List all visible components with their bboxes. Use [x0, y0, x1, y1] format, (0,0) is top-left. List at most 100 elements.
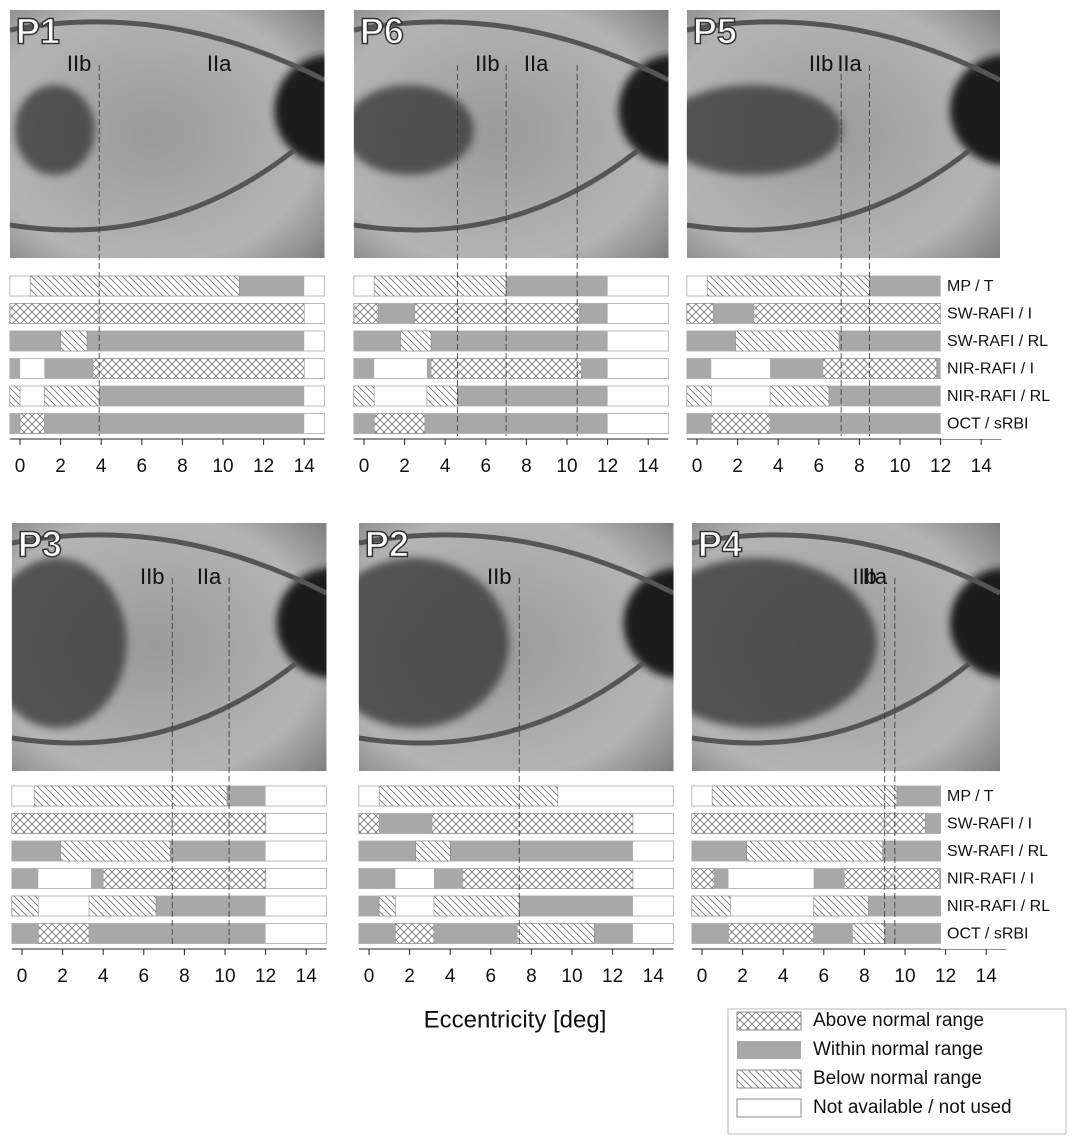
x-tick-label: 8 [854, 456, 865, 477]
lesion [319, 558, 509, 728]
segment-within [883, 841, 946, 861]
row-label-bg [941, 784, 1075, 949]
row-label: SW-RAFI / RL [947, 843, 1048, 860]
segment-below [434, 896, 519, 916]
x-tick-label: 12 [253, 456, 274, 477]
segment-below [12, 896, 38, 916]
x-tick-label: 0 [359, 456, 370, 477]
segment-within [99, 386, 304, 406]
panel-title: P5 [693, 11, 737, 52]
segment-above [12, 814, 266, 834]
segment-below [692, 896, 731, 916]
segment-below [44, 386, 99, 406]
segment-within [10, 414, 20, 434]
segment-within [581, 359, 607, 379]
x-tick-label: 4 [445, 966, 456, 987]
segment-below [379, 896, 395, 916]
x-tick-label: 8 [526, 966, 537, 987]
segment-within [359, 869, 396, 889]
x-tick-label: 8 [177, 456, 188, 477]
x-tick-label: 4 [440, 456, 451, 477]
segment-within [770, 414, 941, 434]
x-tick-label: 14 [971, 456, 993, 477]
row-label: SW-RAFI / RL [947, 333, 1048, 350]
segment-above [359, 814, 379, 834]
segment-within [897, 786, 946, 806]
segment-above [103, 869, 265, 889]
panel-title: P4 [698, 524, 742, 565]
x-tick-label: 0 [697, 966, 708, 987]
row-label: NIR-RAFI / I [947, 871, 1034, 888]
x-tick-label: 12 [935, 966, 956, 987]
x-tick-label: 2 [404, 966, 415, 987]
segment-within [687, 331, 736, 351]
segment-below [379, 786, 558, 806]
segment-below [34, 786, 227, 806]
x-tick-label: 10 [889, 456, 910, 477]
row-label-bg [941, 274, 1075, 439]
segment-within [434, 869, 462, 889]
panel-title: P1 [16, 11, 60, 52]
segment-within [170, 841, 265, 861]
x-tick-label: 6 [486, 966, 497, 987]
segment-above [754, 304, 941, 324]
segment-above [20, 414, 44, 434]
boundary-label: IIb [140, 564, 164, 589]
segment-within [91, 869, 103, 889]
x-tick-label: 12 [930, 456, 951, 477]
segment-within [594, 924, 633, 944]
segment-within [359, 841, 416, 861]
segment-within [885, 924, 946, 944]
segment-below [30, 276, 239, 296]
row-label: OCT / sRBI [947, 926, 1029, 943]
segment-above [711, 414, 770, 434]
segment-within [839, 331, 941, 351]
x-tick-label: 14 [638, 456, 660, 477]
x-tick-label: 2 [55, 456, 66, 477]
segment-below [852, 924, 884, 944]
x-tick-label: 12 [597, 456, 618, 477]
row-label: MP / T [947, 788, 994, 805]
row-label: MP / T [947, 278, 994, 295]
x-tick-label: 4 [98, 966, 109, 987]
x-tick-label: 14 [643, 966, 665, 987]
x-tick-label: 10 [894, 966, 915, 987]
optic-disc [950, 568, 1060, 678]
segment-above [93, 359, 304, 379]
x-tick-label: 6 [814, 456, 825, 477]
legend-swatch [737, 1070, 801, 1088]
legend-label: Not available / not used [813, 1097, 1012, 1118]
x-tick-label: 10 [212, 456, 233, 477]
legend-swatch [737, 1099, 801, 1117]
segment-within [359, 896, 379, 916]
segment-below [10, 386, 20, 406]
segment-within [354, 331, 401, 351]
boundary-label: IIa [863, 564, 888, 589]
legend-label: Below normal range [813, 1068, 982, 1089]
figure: Eccentricity [deg] P1IIbIIa02468101214P6… [0, 0, 1075, 1136]
segment-below [401, 331, 431, 351]
x-tick-label: 6 [481, 456, 492, 477]
lesion [15, 85, 95, 175]
segment-below [707, 276, 869, 296]
segment-above [38, 924, 89, 944]
segment-within [870, 276, 941, 296]
row-label: NIR-RAFI / RL [947, 388, 1050, 405]
segment-below [770, 386, 829, 406]
x-tick-label: 14 [976, 966, 998, 987]
x-tick-label: 4 [773, 456, 784, 477]
segment-within [692, 841, 747, 861]
boundary-label: IIa [524, 51, 549, 76]
segment-within [687, 359, 711, 379]
segment-below [517, 924, 594, 944]
boundary-label: IIa [197, 564, 222, 589]
segment-within [12, 869, 38, 889]
x-tick-label: 0 [364, 966, 375, 987]
x-tick-label: 0 [15, 456, 26, 477]
segment-above [395, 924, 434, 944]
segment-within [770, 359, 823, 379]
segment-within [713, 304, 754, 324]
x-tick-label: 4 [778, 966, 789, 987]
segment-within [379, 814, 432, 834]
segment-within [814, 869, 844, 889]
